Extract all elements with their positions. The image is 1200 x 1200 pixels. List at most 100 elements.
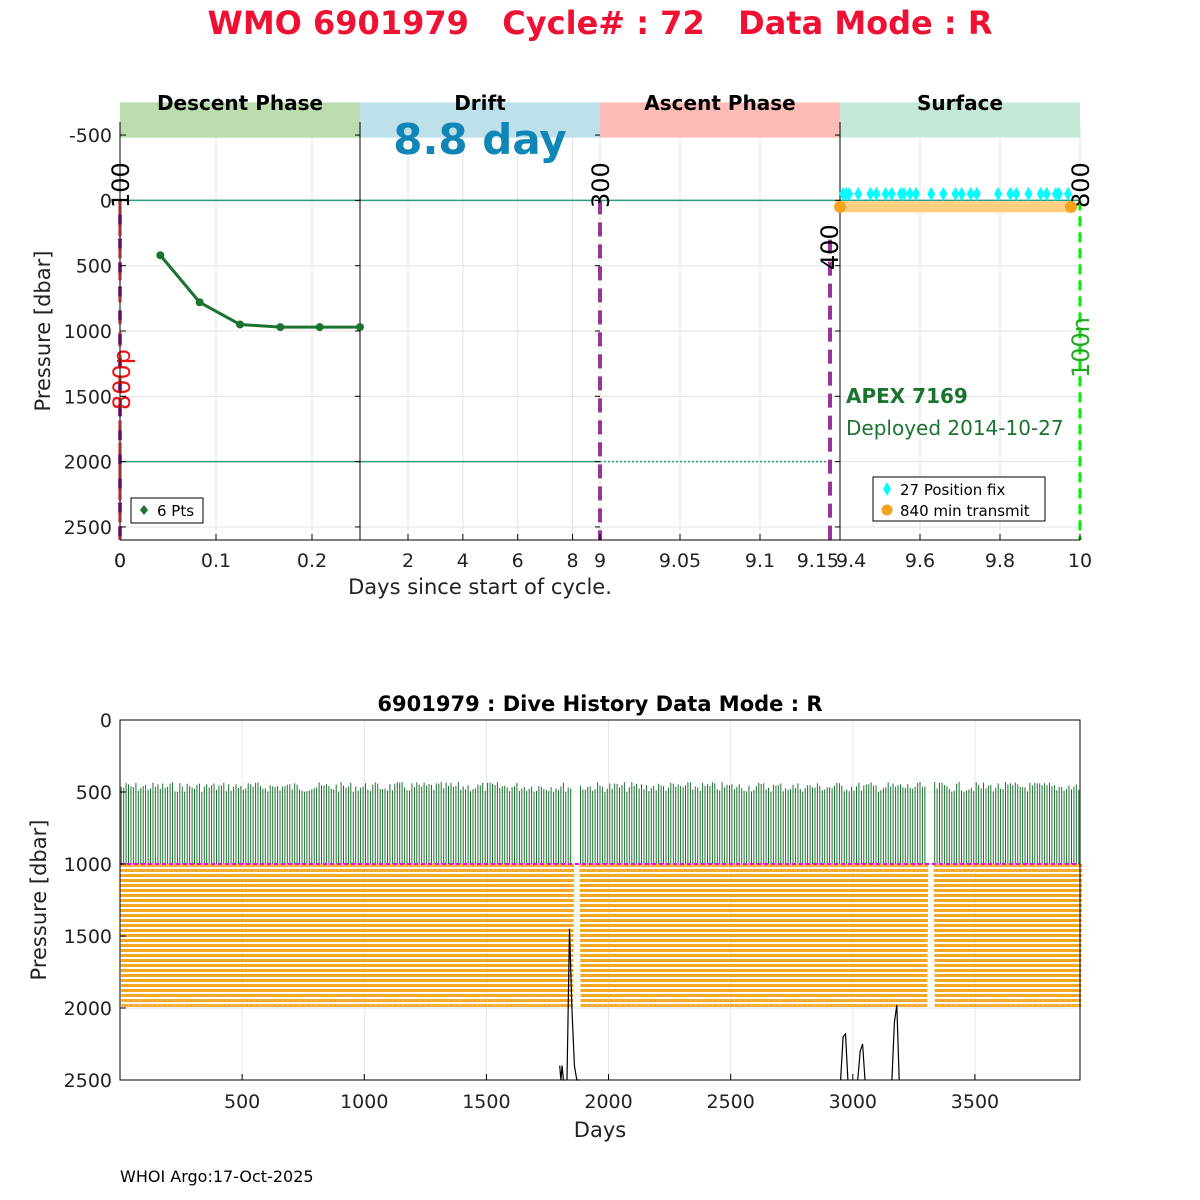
transmit-end-point [1065, 200, 1077, 213]
cycle-xtick-label: 9.6 [905, 550, 935, 572]
cycle-xtick-label: 9.1 [745, 550, 775, 572]
gps-fix-marker [927, 186, 936, 201]
gps-fix-marker [939, 186, 948, 201]
history-xtick-label: 3000 [829, 1091, 877, 1113]
history-title: 6901979 : Dive History Data Mode : R [377, 692, 822, 716]
history-ytick-label: 2500 [64, 1070, 112, 1092]
history-ytick-label: 1500 [64, 926, 112, 948]
marker-label-400: 400 [816, 224, 844, 270]
history-excursion-line [857, 1043, 866, 1081]
cycle-ylabel: Pressure [dbar] [31, 251, 55, 412]
descent-profile-point [195, 298, 204, 307]
phase-band [360, 102, 600, 138]
footer-credit: WHOI Argo:17-Oct-2025 [120, 1167, 314, 1186]
descent-profile-point [156, 251, 165, 260]
phase-band [600, 102, 840, 138]
marker-label-300: 300 [587, 162, 615, 208]
history-ascent-traces [120, 781, 1080, 864]
drift-duration-label: 8.8 day [393, 115, 567, 164]
history-xtick-label: 2500 [707, 1091, 755, 1113]
cycle-xtick-label: 0.2 [297, 550, 327, 572]
cycle-xtick-label: 9 [594, 550, 606, 572]
descent-profile-line [159, 254, 360, 329]
cycle-ytick-label: 500 [76, 256, 112, 278]
surface-legend-gps-marker [883, 482, 891, 496]
gps-fix-marker [1024, 186, 1033, 201]
descent-profile-point [236, 320, 244, 329]
gps-fix-marker [1042, 186, 1051, 201]
cycle-ytick-label: 2500 [64, 517, 112, 539]
surface-legend-gps-label: 27 Position fix [900, 481, 1005, 499]
surface-legend-transmit-marker [881, 504, 893, 516]
cycle-xtick-label: 2 [402, 550, 414, 572]
phase-title: Ascent Phase [644, 91, 795, 115]
gps-fix-marker [845, 186, 854, 201]
dive-history-panel: 500 1000 1500 2000 2500 3000 3500 0 500 1000 1500 2… [27, 692, 1083, 1142]
gps-fix-marker [972, 186, 981, 201]
history-xtick-label: 500 [224, 1091, 260, 1113]
history-ylabel: Pressure [dbar] [27, 820, 51, 981]
history-xtick-label: 1500 [462, 1091, 510, 1113]
gps-fix-marker [1054, 186, 1063, 201]
cycle-ytick-label: 2000 [64, 452, 112, 474]
cycle-xtick-label: 9.4 [836, 550, 866, 572]
cycle-xtick-label: 8 [567, 550, 579, 572]
marker-label-800: 800 [1067, 162, 1095, 208]
phase-title: Surface [917, 91, 1003, 115]
gps-fix-marker [866, 186, 875, 201]
history-excursion-line [840, 1032, 849, 1081]
cycle-xtick-label: 9.8 [985, 550, 1015, 572]
history-ytick-label: 2000 [64, 998, 112, 1020]
profile-legend-label: 6 Pts [157, 502, 194, 520]
marker-label-800p: 800p [108, 349, 136, 410]
cycle-ytick-label: -500 [69, 125, 112, 147]
phase-band [840, 102, 1080, 138]
gps-fix-marker [951, 186, 960, 201]
history-ytick-label: 0 [100, 710, 112, 732]
cycle-xtick-label: 4 [457, 550, 469, 572]
history-ytick-label: 500 [76, 782, 112, 804]
surface-legend-transmit-label: 840 min transmit [900, 502, 1030, 520]
cycle-ytick-label: 1500 [64, 386, 112, 408]
gps-fix-marker [905, 186, 914, 201]
history-xlabel: Days [574, 1118, 626, 1142]
history-excursion-line [891, 1005, 900, 1081]
surface-legend-box [872, 476, 1046, 522]
cycle-xtick-label: 0.1 [201, 550, 231, 572]
gps-fix-marker [872, 186, 881, 201]
gps-fix-marker [899, 186, 908, 201]
cycle-xtick-label: 9.15 [797, 550, 839, 572]
phase-title: Descent Phase [157, 91, 323, 115]
profile-legend-marker [140, 505, 148, 515]
transmit-start-point [834, 200, 846, 213]
history-excursion-line [559, 1065, 565, 1081]
descent-profile-point [315, 323, 324, 332]
cycle-xtick-label: 0 [114, 550, 126, 572]
phase-band [120, 102, 360, 138]
history-xtick-label: 2000 [584, 1091, 632, 1113]
float-model-label: APEX 7169 [846, 384, 968, 408]
gps-fix-marker [957, 186, 966, 201]
cycle-ytick-label: 1000 [64, 321, 112, 343]
phase-title: Drift [454, 91, 506, 115]
gps-fix-marker [1036, 186, 1045, 201]
figure-title: WMO 6901979 Cycle# : 72 Data Mode : R [208, 4, 993, 42]
descent-profile-point [356, 323, 364, 332]
deployment-date-label: Deployed 2014-10-27 [846, 416, 1064, 440]
history-xtick-label: 1000 [340, 1091, 388, 1113]
cycle-xtick-label: 9.05 [659, 550, 701, 572]
gps-fix-marker [887, 186, 896, 201]
gps-fix-marker [911, 186, 920, 201]
history-xtick-label: 3500 [951, 1091, 999, 1113]
cycle-ytick-label: 0 [100, 190, 112, 212]
gps-fix-marker [994, 186, 1003, 201]
cycle-xlabel: Days since start of cycle. [348, 575, 612, 599]
gps-fix-marker [1064, 186, 1072, 201]
history-frame [119, 719, 1081, 1081]
cycle-xtick-label: 10 [1068, 550, 1092, 572]
history-profile-traces [120, 863, 1083, 1009]
gps-fix-marker [854, 186, 863, 201]
gps-fix-marker [881, 186, 890, 201]
